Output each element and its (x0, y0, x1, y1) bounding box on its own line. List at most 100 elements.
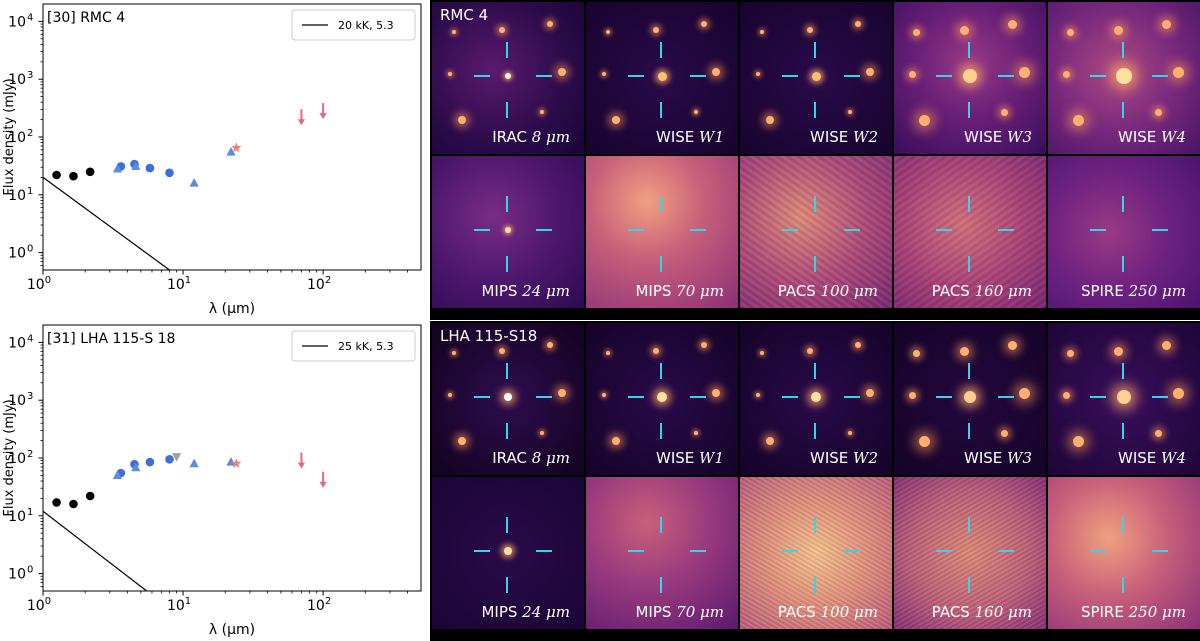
image-tile-spire-250: SPIRE 250 μm (1048, 156, 1200, 308)
field-source (701, 21, 707, 27)
field-source (760, 351, 764, 355)
band-label: WISE W4 (1118, 128, 1186, 146)
y-tick-exponent: 3 (27, 70, 33, 81)
crosshair-tick (536, 229, 552, 231)
crosshair-tick (844, 229, 860, 231)
field-source (712, 389, 720, 397)
crosshair-tick (782, 396, 798, 398)
band-label: IRAC 8 μm (492, 128, 570, 146)
field-source (499, 27, 505, 33)
crosshair-tick (814, 42, 816, 58)
band-value: W4 (1161, 128, 1186, 146)
target-source (1116, 68, 1132, 84)
target-source (1117, 390, 1131, 404)
field-source (499, 348, 505, 354)
band-unit: μm (849, 603, 878, 621)
data-point-triangle (131, 462, 141, 472)
field-source (653, 27, 659, 33)
band-value: 160 (974, 603, 1004, 621)
crosshair-tick (690, 229, 706, 231)
band-label: PACS 100 μm (778, 603, 878, 621)
crosshair-tick (814, 517, 816, 533)
band-unit: μm (1157, 603, 1186, 621)
crosshair-tick (628, 396, 644, 398)
field-source (848, 110, 852, 114)
image-tile-mips-24: MIPS 24 μm (432, 156, 584, 308)
crosshair-tick (536, 550, 552, 552)
x-tick-label: 101 (167, 596, 191, 614)
band-value: W2 (853, 449, 878, 467)
field-source (694, 110, 698, 114)
band-instrument: WISE (964, 449, 1008, 467)
field-source (760, 30, 764, 34)
band-instrument: PACS (777, 282, 821, 300)
legend-entry: 25 kK, 5.3 (338, 340, 394, 353)
y-tick-label: 10 (8, 509, 26, 525)
crosshair-tick (536, 396, 552, 398)
crosshair-tick (968, 423, 970, 439)
crosshair-tick (506, 256, 508, 272)
band-label: SPIRE 250 μm (1081, 282, 1186, 300)
crosshair-tick (1090, 396, 1106, 398)
crosshair-tick (506, 363, 508, 379)
image-tile-wise-w1: WISE W1 (586, 323, 738, 475)
field-source (848, 431, 852, 435)
data-point-triangle (131, 161, 141, 170)
field-source (959, 346, 969, 356)
field-source (547, 21, 553, 27)
band-label: WISE W1 (656, 449, 724, 467)
image-tile-pacs-100: PACS 100 μm (740, 477, 892, 629)
band-instrument: PACS (931, 603, 975, 621)
data-point-circle (85, 491, 95, 501)
data-point-circle (165, 454, 174, 464)
crosshair-tick (1122, 423, 1124, 439)
upper-limit-arrow-head (297, 119, 306, 126)
field-source (540, 431, 544, 435)
band-instrument: MIPS (635, 603, 677, 621)
crosshair-tick (968, 517, 970, 533)
image-tile-pacs-160: PACS 160 μm (894, 477, 1046, 629)
image-background (1048, 477, 1200, 629)
field-source (912, 28, 920, 36)
band-unit: μm (541, 282, 570, 300)
field-source (458, 437, 466, 445)
crosshair-tick (660, 102, 662, 118)
field-source (458, 116, 466, 124)
field-source (558, 68, 566, 76)
field-source (766, 437, 774, 445)
data-point-triangle (112, 163, 123, 173)
band-unit: μm (695, 603, 724, 621)
field-source (908, 391, 916, 399)
crosshair-tick (844, 396, 860, 398)
crosshair-tick (968, 102, 970, 118)
band-value: W1 (699, 128, 724, 146)
crosshair-tick (844, 75, 860, 77)
image-tile-wise-w3: WISE W3 (894, 2, 1046, 154)
band-value: W2 (853, 128, 878, 146)
band-value: 24 (522, 603, 542, 621)
x-axis-label: λ (μm) (209, 622, 255, 638)
band-instrument: PACS (777, 603, 821, 621)
crosshair-tick (660, 42, 662, 58)
field-source (756, 72, 760, 76)
band-label: PACS 160 μm (932, 282, 1032, 300)
image-tile-wise-w4: WISE W4 (1048, 323, 1200, 475)
band-instrument: MIPS (481, 282, 523, 300)
plot-area (43, 103, 327, 270)
field-source (855, 342, 861, 348)
plot-frame (42, 324, 422, 592)
band-unit: μm (1157, 282, 1186, 300)
field-source (452, 30, 456, 34)
image-tile-mips-70: MIPS 70 μm (586, 156, 738, 308)
crosshair-tick (1122, 256, 1124, 272)
plot-area (43, 452, 327, 591)
crosshair-tick (936, 229, 952, 231)
field-source (606, 30, 610, 34)
field-source (1062, 391, 1070, 399)
crosshair-tick (660, 517, 662, 533)
crosshair-tick (660, 196, 662, 212)
band-label: MIPS 24 μm (481, 282, 570, 300)
band-label: MIPS 70 μm (635, 603, 724, 621)
